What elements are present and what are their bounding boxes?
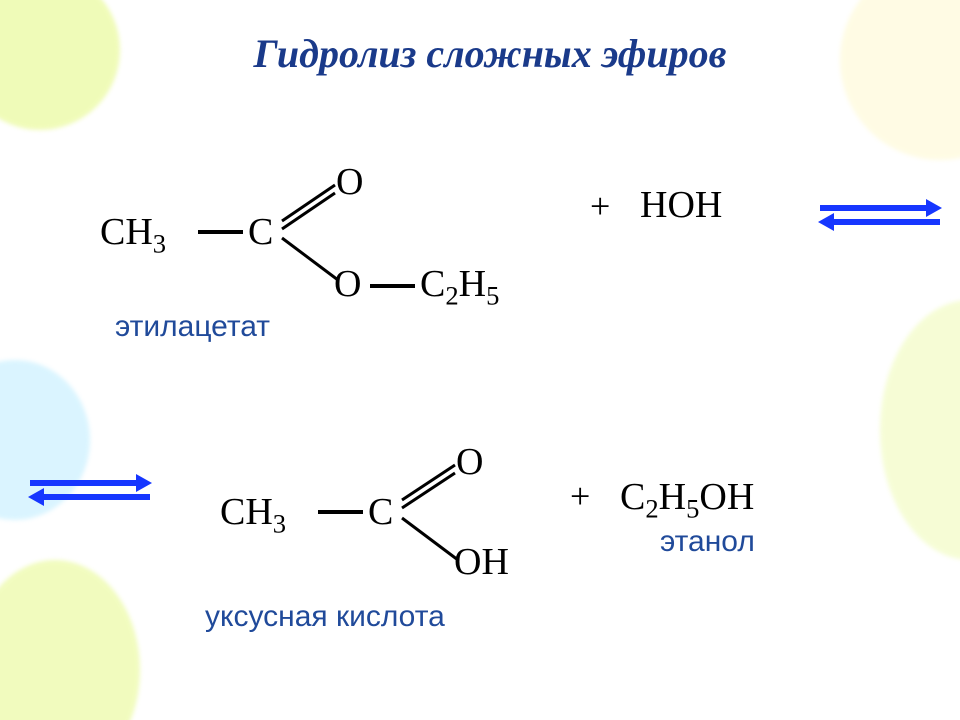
r2-bond-ch3-c (318, 510, 363, 514)
r1-c2h5: C2H5 (420, 262, 499, 312)
r1-bond-o-c2h5 (370, 284, 415, 288)
r2-oh: OH (454, 540, 509, 584)
r1-label-ethylacetate: этилацетат (115, 310, 270, 344)
r1-c: C (248, 210, 273, 254)
r2-equilibrium-arrow-icon (30, 480, 150, 520)
bg-blob (0, 0, 120, 130)
bg-blob (880, 300, 960, 560)
slide-title: Гидролиз сложных эфиров (210, 30, 770, 77)
r1-plus: + (590, 185, 610, 227)
r2-o-upper: O (456, 440, 483, 484)
r2-label-ethanol: этанол (660, 525, 755, 559)
r2-label-acetic-acid: уксусная кислота (205, 600, 445, 634)
r1-hoh: HOH (640, 183, 722, 227)
r2-c2h5oh: C2H5OH (620, 475, 754, 525)
r2-c: C (368, 490, 393, 534)
r1-equilibrium-arrow-icon (820, 205, 940, 245)
r2-plus: + (570, 475, 590, 517)
r2-ch3: CH3 (220, 490, 286, 540)
r1-o-upper: O (336, 160, 363, 204)
r1-ch3: CH3 (100, 210, 166, 260)
r2-double-bond (0, 0, 960, 720)
r1-double-bond (0, 0, 960, 720)
bg-blob (0, 560, 140, 720)
bg-blob (840, 0, 960, 160)
r1-o-lower: O (334, 262, 361, 306)
r1-bond-ch3-c (198, 230, 243, 234)
